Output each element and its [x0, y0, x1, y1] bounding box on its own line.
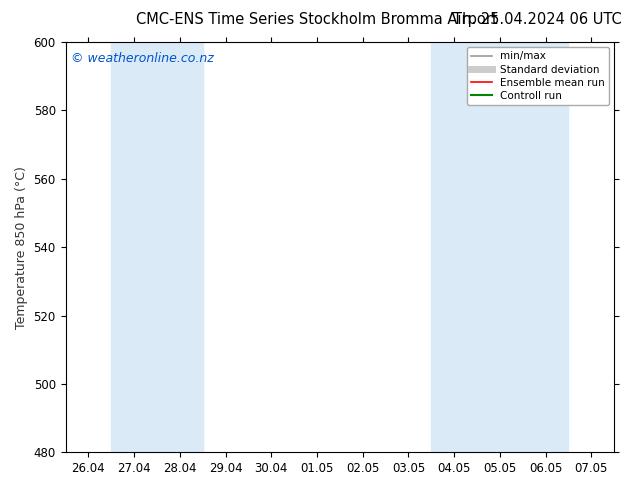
Bar: [111, 42, 203, 452]
Text: CMC-ENS Time Series Stockholm Bromma Airport: CMC-ENS Time Series Stockholm Bromma Air…: [136, 12, 498, 27]
Legend: min/max, Standard deviation, Ensemble mean run, Controll run: min/max, Standard deviation, Ensemble me…: [467, 47, 609, 105]
Y-axis label: Temperature 850 hPa (°C): Temperature 850 hPa (°C): [15, 166, 28, 329]
Text: Th. 25.04.2024 06 UTC: Th. 25.04.2024 06 UTC: [453, 12, 621, 27]
Text: © weatheronline.co.nz: © weatheronline.co.nz: [71, 52, 214, 65]
Bar: [431, 42, 569, 452]
